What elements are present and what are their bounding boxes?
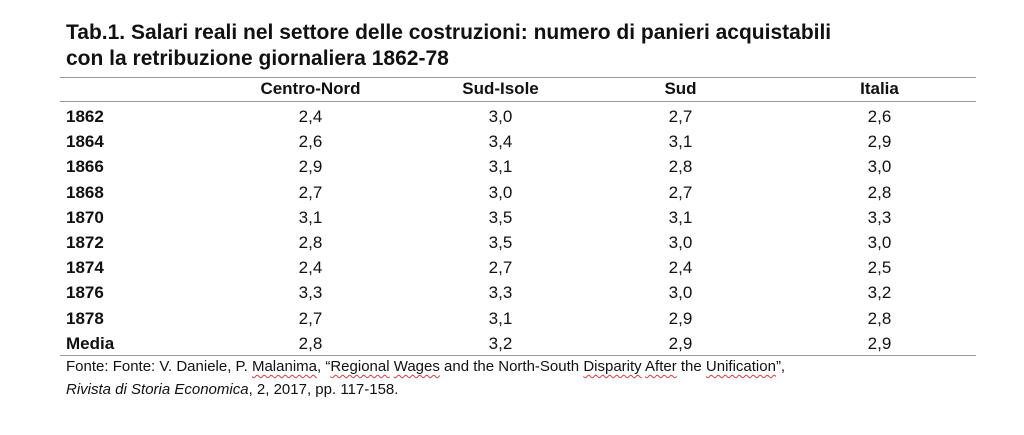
column-header-centro-nord: Centro-Nord <box>260 79 361 98</box>
column-header-sud: Sud <box>664 79 697 98</box>
source-text: Fonte: Fonte: V. Daniele, P. <box>66 358 252 375</box>
cell-value: 3,2 <box>867 283 892 303</box>
cell-value: 3,0 <box>867 233 892 253</box>
row-label: 1866 <box>66 157 104 177</box>
row-label: 1868 <box>66 182 104 202</box>
cell-value: 2,7 <box>298 182 323 202</box>
source-text: ”, <box>775 358 786 375</box>
cell-value: 2,4 <box>298 258 323 278</box>
cell-value: 2,7 <box>488 258 513 278</box>
cell-value: 2,4 <box>668 258 693 278</box>
cell-value: 2,7 <box>668 182 693 202</box>
cell-value: 2,6 <box>298 132 323 152</box>
row-label: 1878 <box>66 308 104 328</box>
source-text: the <box>676 358 706 375</box>
cell-value: 2,8 <box>867 308 892 328</box>
source-text-spellcheck: After <box>645 358 677 375</box>
row-label: 1870 <box>66 207 104 227</box>
cell-value: 3,0 <box>668 283 693 303</box>
cell-value: 2,9 <box>867 132 892 152</box>
cell-value: 3,0 <box>867 157 892 177</box>
cell-value: 2,9 <box>668 308 693 328</box>
cell-value: 2,5 <box>867 258 892 278</box>
header-bottom-rule <box>60 101 976 102</box>
column-header-italia: Italia <box>860 79 899 98</box>
cell-value: 2,6 <box>867 107 892 127</box>
table-bottom-rule <box>60 355 976 356</box>
table-row-media: Media 2,8 3,2 2,9 2,9 <box>66 331 976 356</box>
table-body: 1862 2,4 3,0 2,7 2,6 1864 2,6 3,4 3,1 2,… <box>66 98 976 356</box>
cell-value: 3,0 <box>668 233 693 253</box>
cell-value: 3,1 <box>668 207 693 227</box>
table-row: 1872 2,8 3,5 3,0 3,0 <box>66 230 976 255</box>
table-title: Tab.1. Salari reali nel settore delle co… <box>66 20 986 72</box>
source-text-spellcheck: Wages <box>393 358 440 375</box>
cell-value: 3,2 <box>488 333 513 353</box>
source-text: , “ <box>317 358 331 375</box>
source-text-spellcheck: Unification <box>705 358 776 375</box>
table-title-line-1: Tab.1. Salari reali nel settore delle co… <box>66 21 832 44</box>
cell-value: 2,9 <box>298 157 323 177</box>
header-row: Centro-Nord Sud-Isole Sud Italia <box>66 79 976 98</box>
source-note: Fonte: Fonte: V. Daniele, P. Malanima, “… <box>66 355 996 401</box>
cell-value: 3,0 <box>488 182 513 202</box>
cell-value: 3,5 <box>488 233 513 253</box>
row-label: Media <box>66 333 115 353</box>
table-row: 1870 3,1 3,5 3,1 3,3 <box>66 205 976 230</box>
cell-value: 2,9 <box>867 333 892 353</box>
cell-value: 3,5 <box>488 207 513 227</box>
table-row: 1876 3,3 3,3 3,0 3,2 <box>66 280 976 305</box>
header-top-rule <box>60 77 976 78</box>
source-text: and the North-South <box>439 358 584 375</box>
source-text-spellcheck: Disparity <box>583 358 642 375</box>
cell-value: 2,7 <box>668 107 693 127</box>
row-label: 1872 <box>66 233 104 253</box>
source-text: , 2, 2017, pp. 117-158. <box>248 381 399 398</box>
cell-value: 2,8 <box>668 157 693 177</box>
table-header: Centro-Nord Sud-Isole Sud Italia <box>66 79 976 98</box>
cell-value: 3,1 <box>668 132 693 152</box>
cell-value: 3,1 <box>488 157 513 177</box>
row-label: 1876 <box>66 283 104 303</box>
cell-value: 3,1 <box>298 207 323 227</box>
column-header-sud-isole: Sud-Isole <box>462 79 539 98</box>
cell-value: 2,8 <box>867 182 892 202</box>
cell-value: 2,8 <box>298 233 323 253</box>
cell-value: 2,7 <box>298 308 323 328</box>
table-row: 1866 2,9 3,1 2,8 3,0 <box>66 154 976 179</box>
table-row: 1874 2,4 2,7 2,4 2,5 <box>66 255 976 280</box>
table-row: 1862 2,4 3,0 2,7 2,6 <box>66 104 976 129</box>
column-header-blank <box>66 79 198 98</box>
cell-value: 3,3 <box>298 283 323 303</box>
table-row: 1878 2,7 3,1 2,9 2,8 <box>66 306 976 331</box>
cell-value: 2,8 <box>298 333 323 353</box>
cell-value: 3,1 <box>488 308 513 328</box>
source-journal: Rivista di Storia Economica <box>66 381 249 398</box>
cell-value: 2,4 <box>298 107 323 127</box>
wage-table: Centro-Nord Sud-Isole Sud Italia 1862 2,… <box>66 79 976 356</box>
cell-value: 3,0 <box>488 107 513 127</box>
cell-value: 2,9 <box>668 333 693 353</box>
cell-value: 3,4 <box>488 132 513 152</box>
table-row: 1868 2,7 3,0 2,7 2,8 <box>66 180 976 205</box>
row-label: 1862 <box>66 107 104 127</box>
row-label: 1864 <box>66 132 104 152</box>
row-label: 1874 <box>66 258 104 278</box>
table-title-line-2: con la retribuzione giornaliera 1862-78 <box>66 47 449 70</box>
cell-value: 3,3 <box>488 283 513 303</box>
source-text-spellcheck: Malanima <box>251 358 317 375</box>
source-text-spellcheck: Regional <box>330 358 390 375</box>
cell-value: 3,3 <box>867 207 892 227</box>
table-row: 1864 2,6 3,4 3,1 2,9 <box>66 129 976 154</box>
